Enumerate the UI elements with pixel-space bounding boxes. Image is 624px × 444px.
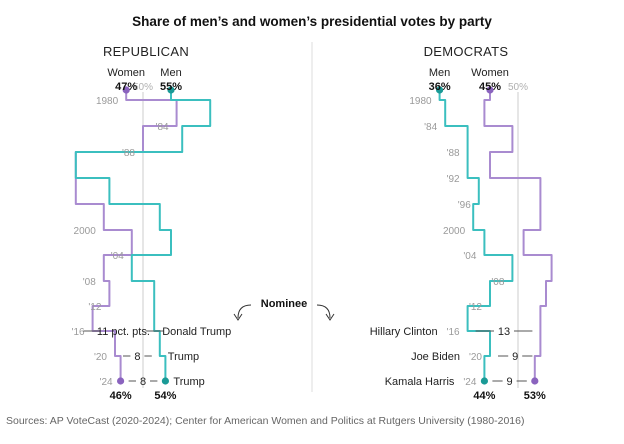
year-label: '88 [122,148,135,159]
source-note: Sources: AP VoteCast (2020-2024); Center… [6,415,524,427]
year-label: 1980 [409,96,432,107]
year-label: '04 [463,251,476,262]
nominee-label: Nominee [261,298,307,310]
start-value-women: 45% [479,81,501,93]
panel-title: DEMOCRATS [424,44,509,59]
panel-title: REPUBLICAN [103,44,189,59]
end-value-women: 46% [110,390,132,402]
candidate-name: Kamala Harris [385,376,455,388]
series-line-men [438,90,514,381]
year-label: 1980 [96,96,119,107]
republican-panel: REPUBLICAN 50% Men 55% Women 47% 54% 46% 1980 '84… [72,44,232,402]
gap-label: 9 [512,351,518,363]
year-label: '16 [447,327,460,338]
year-label: '24 [463,377,476,388]
year-label: '24 [100,377,113,388]
nominee-arrowhead-right [325,313,335,321]
start-dot-women [486,86,494,94]
series-line-women [483,90,553,381]
year-label: '84 [156,122,169,133]
year-label: '96 [458,200,471,211]
year-label: '92 [447,174,460,185]
start-dot-men [436,86,444,94]
candidate-name: Hillary Clinton [370,326,438,338]
candidate-name: Trump [168,351,199,363]
year-label: '84 [424,122,437,133]
series-label-women: Women [107,67,145,79]
end-dot-women [531,377,539,385]
start-dot-men [167,86,175,94]
end-value-men: 54% [154,390,176,402]
nominee-arrowhead-left [233,313,243,321]
series-label-women: Women [471,67,509,79]
democrats-panel: DEMOCRATS 50% Men 36% Women 45% 44% 53% 1980 '84 '… [370,44,553,402]
end-dot-men [161,377,169,385]
series-label-men: Men [429,67,450,79]
year-label: '16 [72,327,85,338]
year-label: '20 [469,352,482,363]
year-label: '12 [469,302,482,313]
reference-label-50: 50% [508,82,528,93]
candidate-name: Trump [173,376,204,388]
year-label: 2000 [74,226,97,237]
year-label: '88 [447,148,460,159]
year-label: '20 [94,352,107,363]
gap-label: 8 [140,376,146,388]
year-label: 2000 [443,226,466,237]
gap-label: 9 [507,376,513,388]
nominee-annotation: Nominee [233,298,335,321]
series-label-men: Men [160,67,181,79]
candidate-name: Donald Trump [162,326,231,338]
reference-label-50: 50% [133,82,153,93]
start-value-men: 55% [160,81,182,93]
end-dot-men [480,377,488,385]
gap-label: 8 [134,351,140,363]
chart-title: Share of men’s and women’s presidential … [132,14,492,29]
year-label: '08 [83,277,96,288]
year-label: '04 [111,251,124,262]
end-value-women: 53% [524,390,546,402]
start-value-women: 47% [115,81,137,93]
year-label: '08 [491,277,504,288]
end-value-men: 44% [473,390,495,402]
year-label: '12 [88,302,101,313]
start-dot-women [122,86,130,94]
nominee-arrow-right [316,304,331,319]
nominee-arrow-left [237,304,252,319]
candidate-name: Joe Biden [411,351,460,363]
gap-label: 11 pct. pts. [97,326,150,338]
start-value-men: 36% [429,81,451,93]
end-dot-women [117,377,125,385]
gap-label: 13 [498,326,510,338]
